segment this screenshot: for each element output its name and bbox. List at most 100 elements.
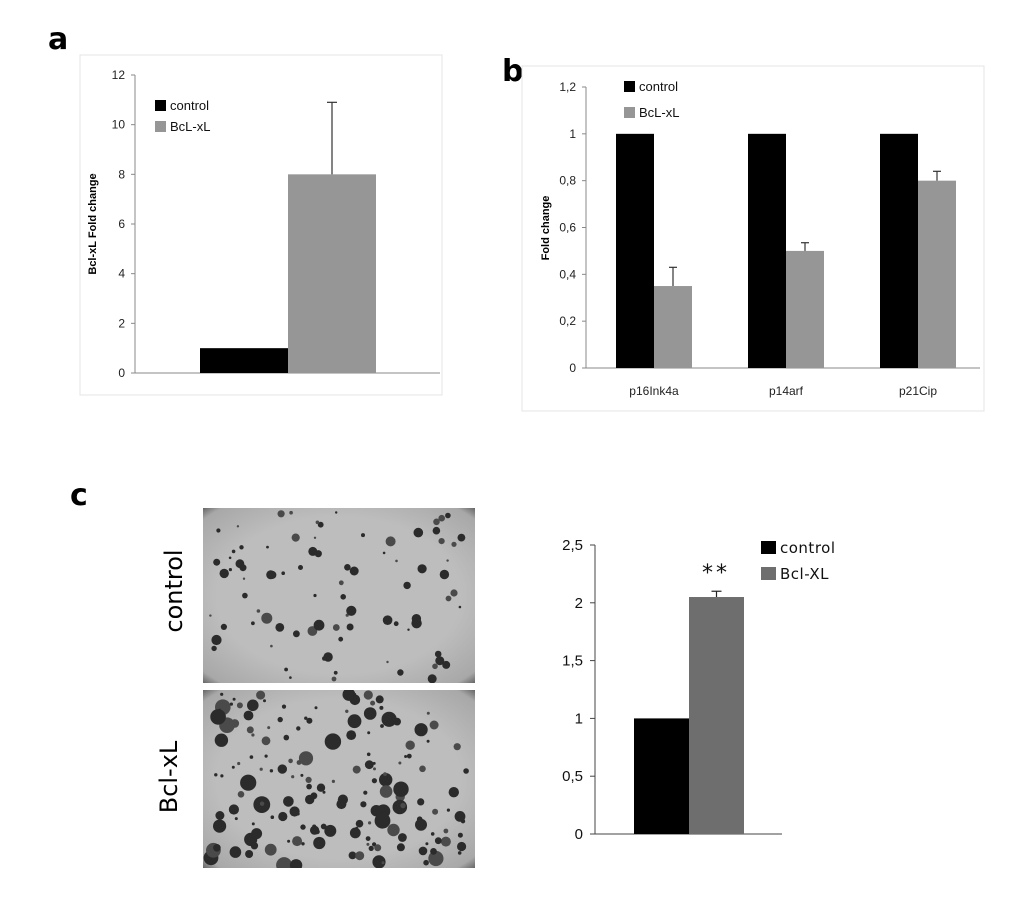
colony-dot bbox=[457, 851, 462, 855]
colony-dot bbox=[426, 711, 430, 715]
colony-dot bbox=[368, 821, 372, 825]
colony-dot bbox=[211, 645, 217, 652]
colony-dot bbox=[266, 570, 276, 580]
colony-dot bbox=[411, 614, 422, 624]
colony-dot bbox=[291, 775, 295, 779]
colony-dot bbox=[347, 714, 362, 729]
colony-dot bbox=[239, 545, 244, 550]
colony-dot bbox=[381, 711, 397, 727]
legend-label-control: control bbox=[639, 79, 678, 94]
y-tick-label: 1,2 bbox=[559, 80, 576, 94]
colony-dot bbox=[213, 819, 227, 833]
colony-dot bbox=[345, 709, 349, 713]
colony-dot bbox=[251, 822, 255, 826]
colony-dot bbox=[429, 720, 439, 730]
colony-dot bbox=[353, 692, 357, 696]
colony-dot bbox=[215, 811, 225, 820]
image-row-label-bclxl: Bcl-xL bbox=[155, 740, 183, 814]
colony-dot bbox=[355, 851, 365, 861]
colony-dot bbox=[322, 656, 327, 661]
colony-dot bbox=[332, 624, 340, 631]
colony-dot bbox=[211, 634, 222, 646]
colony-dot bbox=[364, 760, 374, 770]
colony-dot bbox=[251, 733, 255, 737]
colony-dot bbox=[231, 765, 235, 769]
colony-dot bbox=[220, 774, 224, 778]
colony-dot bbox=[425, 842, 429, 846]
panel-label-b: b bbox=[502, 54, 524, 89]
legend-swatch-bclxl bbox=[155, 121, 166, 132]
colony-dot bbox=[398, 833, 407, 842]
colony-dot bbox=[320, 823, 327, 830]
colony-dot bbox=[342, 690, 356, 701]
colony-dot bbox=[340, 594, 347, 600]
colony-dot bbox=[270, 644, 273, 648]
y-tick-label: 0 bbox=[118, 366, 125, 380]
colony-dot bbox=[386, 660, 389, 664]
bar-bclxl bbox=[918, 180, 956, 368]
colony-dot bbox=[213, 558, 221, 566]
colony-dot bbox=[256, 609, 261, 613]
colony-dot bbox=[236, 525, 240, 528]
x-tick-label: p14arf bbox=[769, 384, 804, 398]
y-tick-label: 8 bbox=[118, 167, 125, 181]
colony-dot bbox=[379, 785, 393, 798]
colony-dot bbox=[230, 719, 240, 728]
colony-dot bbox=[427, 674, 437, 683]
colony-dot bbox=[400, 802, 406, 809]
colony-dot bbox=[428, 850, 444, 867]
colony-dot bbox=[228, 568, 232, 572]
colony-dot bbox=[313, 593, 317, 598]
colony-dot bbox=[333, 670, 338, 675]
colony-dot bbox=[298, 565, 303, 570]
colony-dot bbox=[275, 623, 285, 632]
colony-dot bbox=[417, 798, 425, 806]
colony-dot bbox=[419, 765, 426, 773]
colony-dot bbox=[292, 836, 303, 847]
colony-dot bbox=[407, 628, 410, 631]
colony-dot bbox=[216, 528, 221, 533]
colony-dot bbox=[296, 726, 301, 731]
panel-label-a: a bbox=[48, 22, 69, 57]
colony-dot bbox=[434, 837, 442, 845]
colony-dot bbox=[336, 799, 347, 810]
colony-dot bbox=[457, 832, 463, 838]
colony-dot bbox=[432, 526, 441, 535]
y-axis-label: Fold change bbox=[540, 196, 552, 261]
colony-dot bbox=[363, 690, 373, 700]
colony-dot bbox=[438, 514, 446, 522]
colony-dot bbox=[308, 546, 318, 556]
colony-dot bbox=[267, 726, 271, 730]
colony-dot bbox=[317, 521, 324, 528]
colony-dot bbox=[446, 808, 450, 812]
colony-dot bbox=[448, 787, 459, 798]
colony-dot bbox=[368, 845, 374, 852]
colony-dot bbox=[251, 621, 255, 626]
colony-dot bbox=[289, 806, 300, 817]
colony-dot bbox=[383, 772, 387, 776]
colony-dot bbox=[210, 709, 226, 725]
plot-frame bbox=[521, 65, 985, 412]
colony-dot bbox=[423, 859, 429, 866]
y-axis-label: Bcl-xL Fold change bbox=[87, 173, 99, 274]
colony-dot bbox=[396, 843, 405, 852]
colony-dot bbox=[385, 536, 396, 547]
legend-label-bclxl: BcL-xL bbox=[170, 119, 210, 134]
colony-dot bbox=[259, 801, 265, 806]
colony-dot bbox=[306, 783, 312, 790]
colony-dot bbox=[293, 630, 300, 638]
colony-dot bbox=[352, 765, 361, 774]
colony-dot bbox=[453, 743, 461, 751]
colony-dot bbox=[463, 768, 469, 774]
colony-dot bbox=[220, 692, 224, 696]
colony-dot bbox=[433, 518, 440, 526]
colony-dot bbox=[435, 656, 445, 666]
colony-dot bbox=[432, 663, 438, 670]
colony-dot bbox=[432, 808, 439, 815]
colony-dot bbox=[348, 851, 357, 860]
colony-dot bbox=[281, 704, 287, 709]
colony-dot bbox=[239, 564, 247, 572]
y-tick-label: 1,5 bbox=[562, 653, 583, 670]
